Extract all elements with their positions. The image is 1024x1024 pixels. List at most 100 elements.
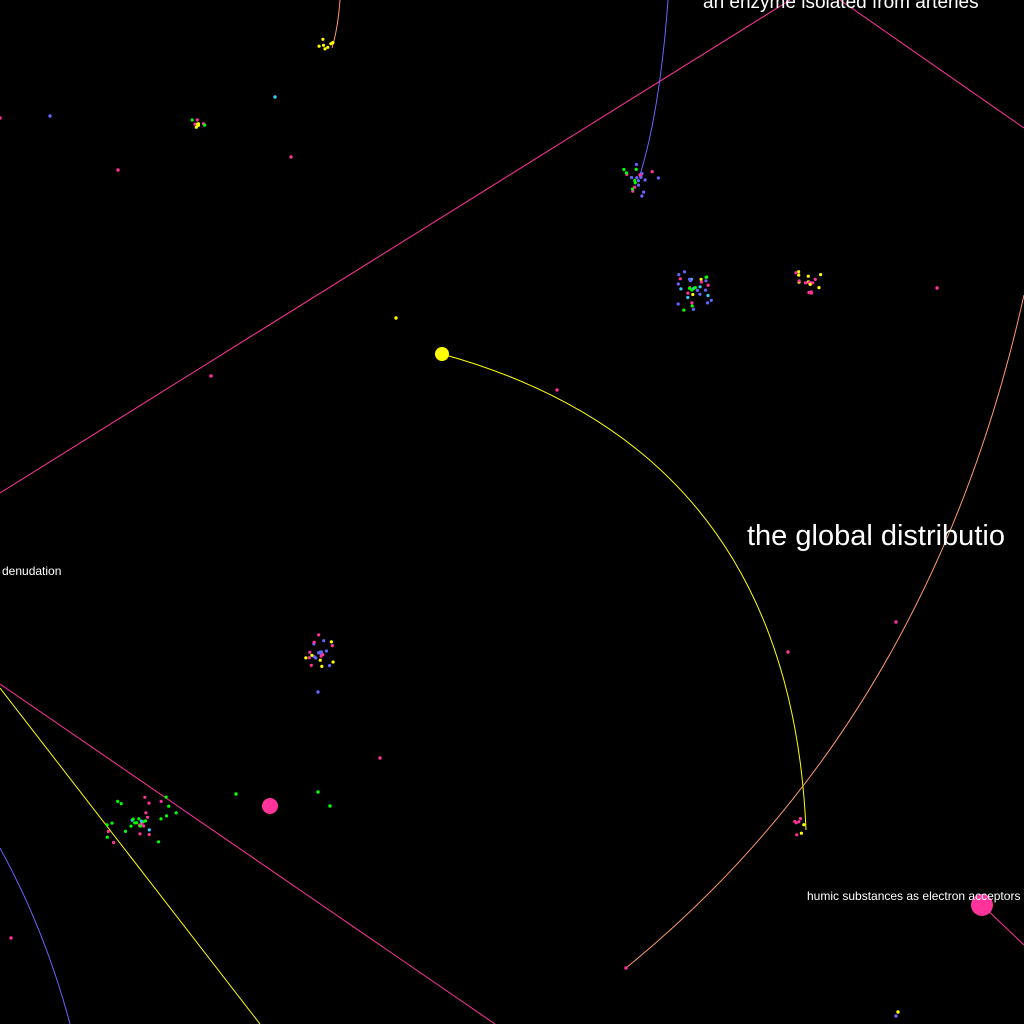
node-small bbox=[699, 280, 703, 284]
node-small bbox=[650, 170, 654, 174]
node-small bbox=[799, 831, 804, 835]
node-small bbox=[682, 270, 687, 274]
node-small bbox=[636, 179, 641, 183]
node-small bbox=[307, 656, 311, 660]
node-small bbox=[137, 817, 141, 821]
node-small bbox=[695, 288, 700, 292]
node-small bbox=[48, 114, 52, 118]
node-small bbox=[317, 633, 321, 637]
node-small bbox=[809, 291, 814, 295]
node-small bbox=[164, 795, 168, 799]
label-humic-substances: humic substances as electron acceptors bbox=[807, 889, 1021, 903]
node-small bbox=[706, 283, 710, 287]
label-denudation: denudation bbox=[2, 564, 62, 578]
node-small bbox=[704, 275, 708, 279]
node-small bbox=[797, 273, 801, 277]
link-line bbox=[0, 847, 71, 1024]
node-small bbox=[133, 821, 137, 825]
node-small bbox=[786, 650, 790, 654]
node-small bbox=[123, 829, 128, 834]
node-small bbox=[638, 173, 642, 177]
node-small bbox=[105, 835, 109, 839]
node-small bbox=[819, 273, 823, 277]
node-small bbox=[310, 653, 314, 657]
node-small bbox=[706, 301, 710, 305]
link-line bbox=[0, 0, 791, 494]
node-small bbox=[699, 277, 703, 281]
node-small bbox=[314, 656, 318, 660]
node-small bbox=[317, 651, 321, 655]
node-small bbox=[318, 658, 322, 662]
node-small bbox=[704, 279, 708, 283]
node-small bbox=[631, 187, 635, 191]
node-small bbox=[704, 288, 708, 292]
node-small bbox=[129, 824, 133, 828]
node-small bbox=[143, 795, 147, 799]
link-line bbox=[639, 0, 669, 176]
node-small bbox=[378, 756, 382, 760]
node-small bbox=[894, 1014, 898, 1018]
node-large bbox=[435, 347, 449, 361]
node-small bbox=[896, 1010, 900, 1014]
node-small bbox=[119, 802, 123, 806]
link-line bbox=[441, 353, 807, 831]
node-small bbox=[640, 194, 644, 198]
node-small bbox=[190, 118, 194, 122]
node-small bbox=[105, 823, 109, 827]
node-small bbox=[633, 185, 637, 189]
node-small bbox=[624, 171, 629, 175]
node-small bbox=[802, 823, 806, 827]
link-line bbox=[0, 687, 261, 1024]
node-small bbox=[690, 304, 694, 308]
node-small bbox=[110, 821, 114, 825]
node-small bbox=[323, 47, 327, 51]
node-small bbox=[143, 819, 148, 823]
node-small bbox=[687, 286, 692, 290]
node-small bbox=[167, 804, 171, 808]
node-small bbox=[808, 282, 812, 286]
node-small bbox=[316, 690, 320, 694]
node-small bbox=[139, 819, 143, 823]
node-small bbox=[676, 302, 680, 306]
node-small bbox=[147, 801, 151, 805]
node-small bbox=[894, 620, 898, 624]
node-small bbox=[193, 122, 197, 126]
node-small bbox=[312, 640, 316, 644]
node-small bbox=[328, 804, 332, 808]
node-small bbox=[330, 644, 334, 648]
node-small bbox=[797, 270, 801, 274]
node-small bbox=[676, 282, 680, 286]
node-small bbox=[331, 660, 335, 664]
node-small bbox=[195, 118, 199, 122]
node-small bbox=[195, 122, 199, 126]
node-small bbox=[234, 792, 238, 796]
node-small bbox=[633, 179, 637, 183]
node-small bbox=[144, 811, 148, 815]
node-small bbox=[634, 167, 638, 171]
node-small bbox=[289, 155, 293, 159]
node-small bbox=[806, 274, 810, 278]
node-small bbox=[690, 301, 694, 305]
node-small bbox=[643, 178, 647, 182]
node-small bbox=[794, 821, 798, 825]
node-small bbox=[686, 295, 690, 300]
node-small bbox=[813, 277, 817, 281]
node-small bbox=[698, 285, 702, 289]
node-small bbox=[159, 799, 163, 804]
node-small bbox=[795, 833, 799, 837]
node-small bbox=[321, 43, 326, 47]
node-small bbox=[677, 273, 681, 277]
node-small bbox=[159, 817, 163, 821]
label-global-distribution: the global distributio bbox=[747, 520, 1005, 552]
node-small bbox=[698, 292, 702, 296]
node-small bbox=[321, 37, 325, 41]
node-small bbox=[679, 287, 683, 291]
node-small bbox=[803, 281, 808, 285]
node-small bbox=[682, 308, 686, 312]
node-small bbox=[811, 281, 815, 285]
node-small bbox=[157, 840, 161, 844]
node-small bbox=[131, 817, 135, 821]
node-small bbox=[319, 654, 323, 658]
